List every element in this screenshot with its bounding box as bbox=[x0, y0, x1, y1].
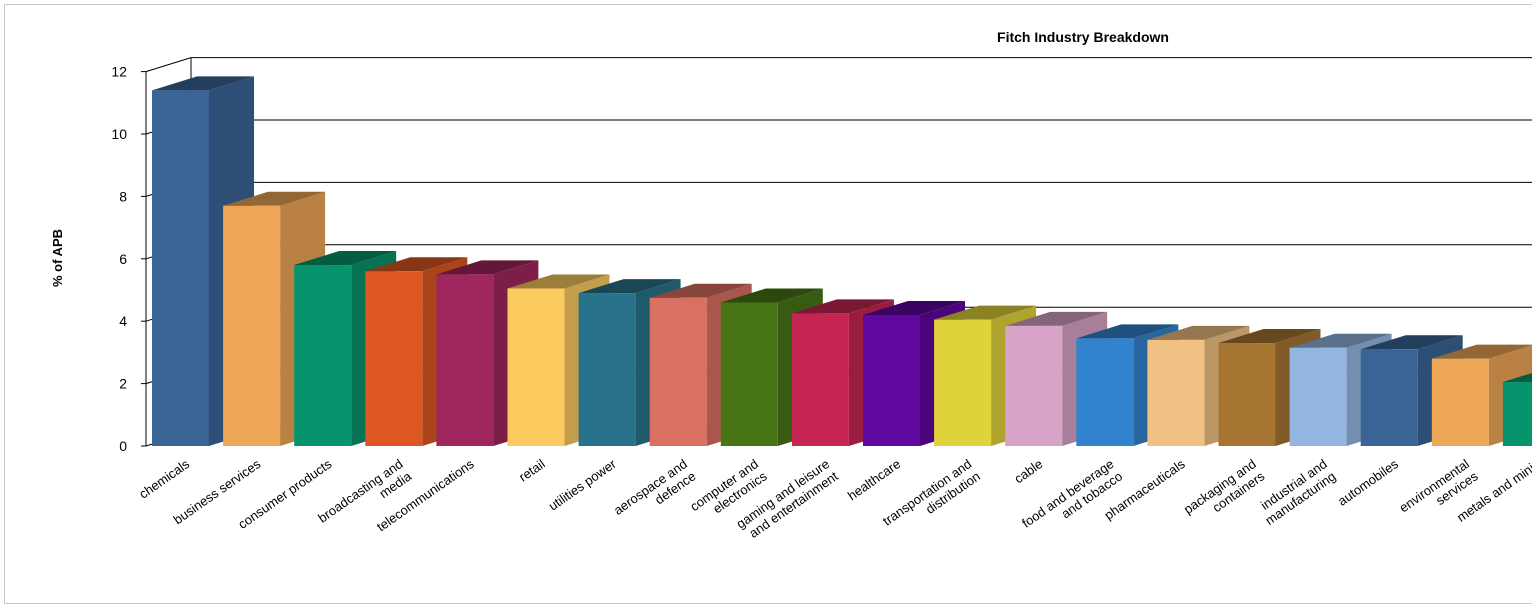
bar-front bbox=[649, 297, 707, 446]
bar-front bbox=[1005, 325, 1063, 446]
bar-front bbox=[1289, 347, 1347, 446]
bar-front bbox=[1502, 382, 1532, 446]
bar-top bbox=[649, 283, 752, 298]
bar bbox=[1502, 372, 1532, 446]
bar-top bbox=[1218, 329, 1321, 344]
bar-top bbox=[1005, 311, 1108, 326]
bar-front bbox=[863, 314, 920, 446]
bar-front bbox=[294, 265, 352, 446]
bar-front bbox=[1147, 339, 1205, 446]
bar-top bbox=[1502, 372, 1532, 383]
chart-frame bbox=[4, 4, 1532, 604]
bar-top bbox=[152, 76, 254, 91]
chart-title: Fitch Industry Breakdown bbox=[997, 29, 1169, 45]
bar-top bbox=[863, 300, 965, 315]
bar-top bbox=[934, 305, 1037, 320]
bar-top bbox=[294, 251, 397, 266]
bar-front bbox=[507, 288, 565, 446]
bar-front bbox=[1076, 338, 1134, 446]
bar-front bbox=[1218, 343, 1276, 446]
bars bbox=[152, 76, 1532, 446]
bar-top bbox=[1076, 324, 1179, 339]
y-axis-label: % of APB bbox=[50, 229, 65, 287]
y-tick-label: 2 bbox=[119, 376, 127, 392]
bar-top bbox=[436, 260, 539, 275]
bar-front bbox=[1431, 358, 1489, 446]
bar-front bbox=[223, 205, 281, 446]
gridline-connector bbox=[145, 57, 192, 73]
bar-top bbox=[720, 288, 823, 303]
bar-front bbox=[1360, 349, 1418, 446]
bar-top bbox=[223, 191, 326, 206]
y-tick-label: 12 bbox=[111, 64, 127, 80]
bar-front bbox=[365, 271, 423, 446]
y-tick-label: 4 bbox=[119, 313, 127, 329]
bar-top bbox=[791, 299, 894, 314]
y-axis-ticks: 0 2 4 6 8 10 12 bbox=[111, 64, 146, 454]
bar-front bbox=[578, 293, 636, 446]
bar-top bbox=[365, 257, 468, 272]
y-tick-label: 6 bbox=[119, 251, 127, 267]
bar-front bbox=[152, 90, 209, 446]
bar-front bbox=[436, 274, 494, 446]
y-tick-label: 10 bbox=[111, 126, 127, 142]
bar-top bbox=[1289, 333, 1392, 348]
y-tick-label: 0 bbox=[119, 438, 127, 454]
y-tick-label: 8 bbox=[119, 188, 127, 204]
bar-top bbox=[507, 274, 610, 289]
bar-front bbox=[791, 313, 849, 446]
bar-top bbox=[1360, 335, 1463, 350]
bar-front bbox=[720, 302, 778, 446]
bar-top bbox=[578, 279, 681, 294]
bar-top bbox=[1431, 344, 1532, 359]
bar-top bbox=[1147, 325, 1250, 340]
bar-front bbox=[934, 319, 992, 446]
